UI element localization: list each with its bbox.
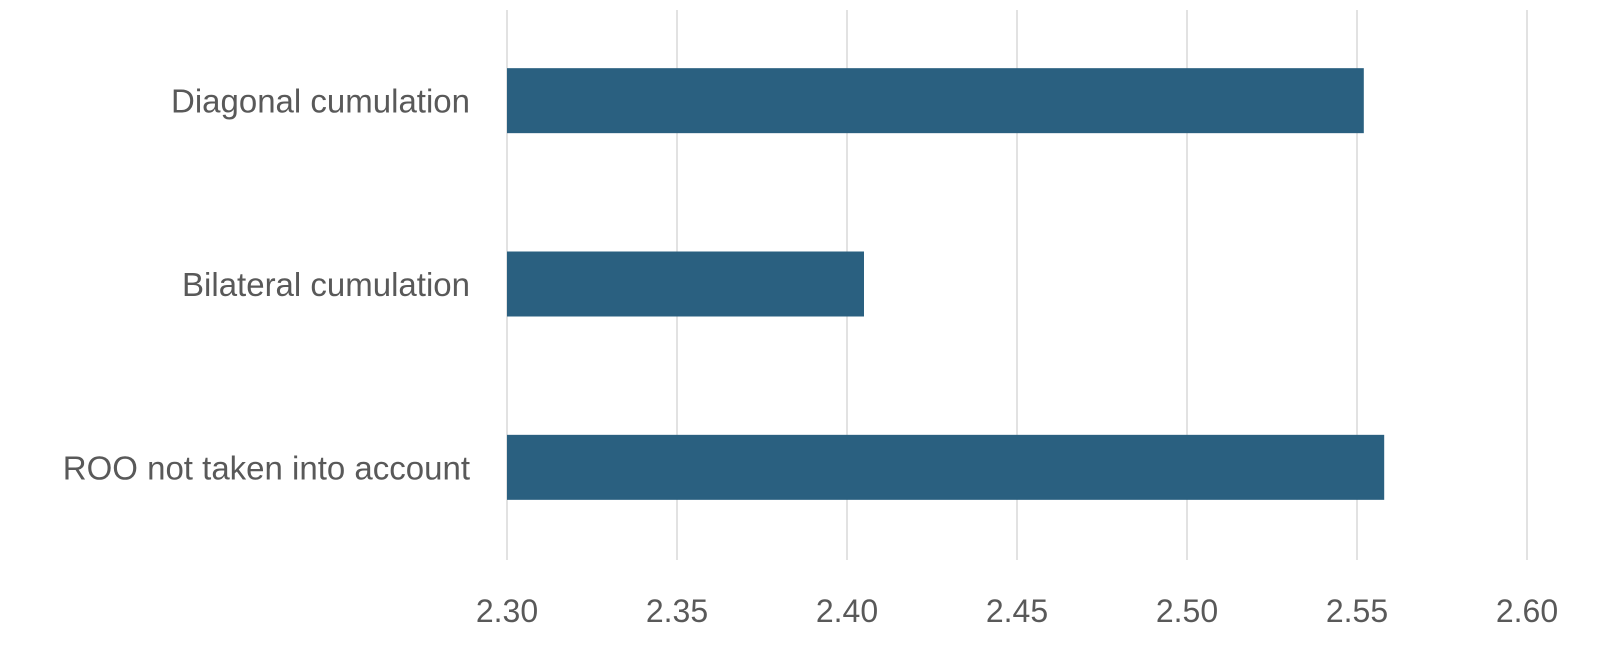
category-labels: Diagonal cumulation Bilateral cumulation R…	[63, 83, 470, 487]
x-tick-label-6: 2.60	[1496, 593, 1558, 629]
x-tick-label-1: 2.35	[646, 593, 708, 629]
bar-0	[507, 68, 1364, 134]
x-axis-tick-labels: 2.30 2.35 2.40 2.45 2.50 2.55 2.60	[476, 593, 1558, 629]
x-tick-label-5: 2.55	[1326, 593, 1388, 629]
bars	[507, 68, 1385, 500]
category-label-1: Bilateral cumulation	[182, 266, 470, 303]
category-label-2: ROO not taken into account	[63, 449, 470, 486]
bar-1	[507, 251, 864, 317]
x-tick-label-2: 2.40	[816, 593, 878, 629]
x-tick-label-0: 2.30	[476, 593, 538, 629]
x-tick-label-3: 2.45	[986, 593, 1048, 629]
bar-2	[507, 434, 1385, 500]
x-tick-label-4: 2.50	[1156, 593, 1218, 629]
category-label-0: Diagonal cumulation	[171, 83, 470, 120]
